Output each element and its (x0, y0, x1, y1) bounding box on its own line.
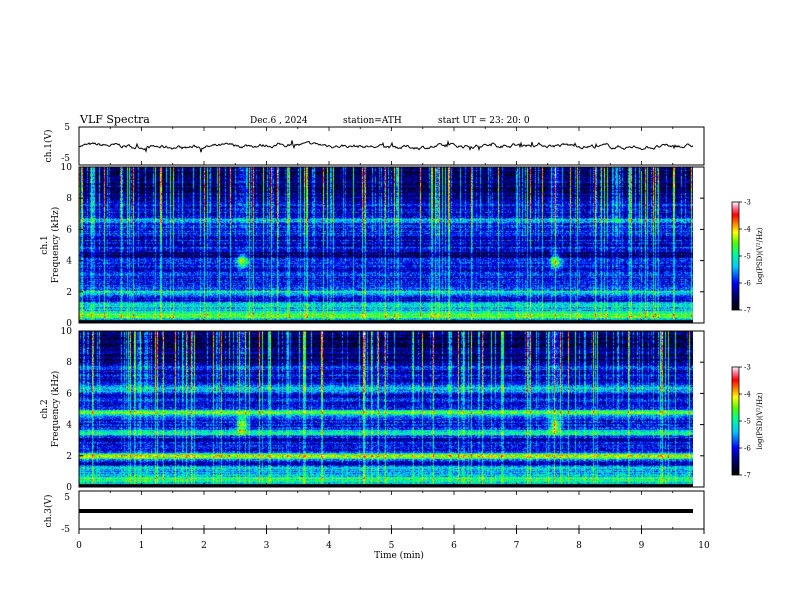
ch2-spectrogram-image (79, 331, 693, 487)
ytick-label: 2 (66, 288, 72, 298)
ch1-spectrogram-image (79, 167, 693, 323)
xtick-label: 8 (576, 541, 582, 551)
ytick-label: 6 (66, 225, 72, 235)
xtick-label: 7 (514, 541, 520, 551)
xtick-label: 2 (201, 541, 207, 551)
ytick-label: 4 (66, 421, 72, 431)
ytick-label: 4 (66, 257, 72, 267)
colorbar-tick-label: -7 (744, 307, 751, 315)
ch1-ytick-bottom: -5 (61, 154, 70, 164)
ytick-label: 8 (66, 194, 72, 204)
ch1-waveform-ylabel: ch.1(V) (43, 130, 54, 163)
xtick-label: 0 (76, 541, 82, 551)
ch3-ytick-bottom: -5 (61, 525, 70, 535)
ch1-waveform-line (78, 139, 694, 154)
ch2-spectrogram-ylabel-channel: ch.2 (40, 399, 50, 418)
xtick-label: 4 (326, 541, 332, 551)
time-axis-label: Time (min) (374, 550, 424, 561)
colorbar-tick-label: -4 (744, 226, 751, 234)
xtick-label: 3 (264, 541, 270, 551)
ch2-spectrogram-ylabel: Frequency (kHz) (50, 371, 61, 448)
ytick-label: 2 (66, 452, 72, 462)
station-label: station=ATH (343, 116, 402, 126)
ch2-colorbar (731, 366, 740, 476)
time-axis: 0 1 2 3 4 5 6 7 8 9 10 (76, 127, 710, 551)
colorbar-tick-label: -3 (744, 199, 751, 207)
ch2-colorbar-label: log(PSD)(V²/Hz) (756, 392, 764, 449)
colorbar-tick-label: -4 (744, 391, 751, 399)
colorbar-tick-label: -6 (744, 445, 751, 453)
xtick-label: 6 (451, 541, 457, 551)
ch1-ytick-top: 5 (64, 123, 70, 133)
start-time-label: start UT = 23: 20: 0 (438, 116, 530, 126)
figure-title: VLF Spectra (79, 113, 150, 126)
colorbar-tick-label: -5 (744, 253, 751, 261)
panel-ch1-waveform: 5 -5 ch.1(V) (43, 123, 705, 166)
colorbar-tick-label: -3 (744, 364, 751, 372)
panel-ch3-waveform: 5 -5 ch.3(V) (43, 490, 705, 535)
ytick-label: 8 (66, 358, 72, 368)
xtick-label: 5 (389, 541, 395, 551)
colorbar-tick-label: -7 (744, 472, 751, 480)
ch3-ytick-top: 5 (64, 493, 70, 503)
xtick-label: 1 (139, 541, 145, 551)
ch3-waveform-line (79, 509, 693, 513)
ch1-colorbar-label: log(PSD)(V²/Hz) (756, 227, 764, 284)
date-label: Dec.6 , 2024 (250, 116, 308, 126)
ch1-colorbar (731, 201, 740, 311)
ytick-label: 0 (66, 483, 72, 493)
colorbar-tick-label: -5 (744, 418, 751, 426)
colorbar-tick-label: -6 (744, 280, 751, 288)
ytick-label: 0 (66, 319, 72, 329)
ch1-spectrogram-ylabel: Frequency (kHz) (50, 207, 61, 284)
ch3-waveform-ylabel: ch.3(V) (43, 495, 54, 528)
ytick-label: 10 (61, 327, 73, 337)
ch1-spectrogram-ylabel-channel: ch.1 (40, 235, 50, 254)
xtick-label: 9 (639, 541, 645, 551)
ytick-label: 10 (61, 163, 73, 173)
ytick-label: 6 (66, 389, 72, 399)
xtick-label: 10 (698, 541, 710, 551)
